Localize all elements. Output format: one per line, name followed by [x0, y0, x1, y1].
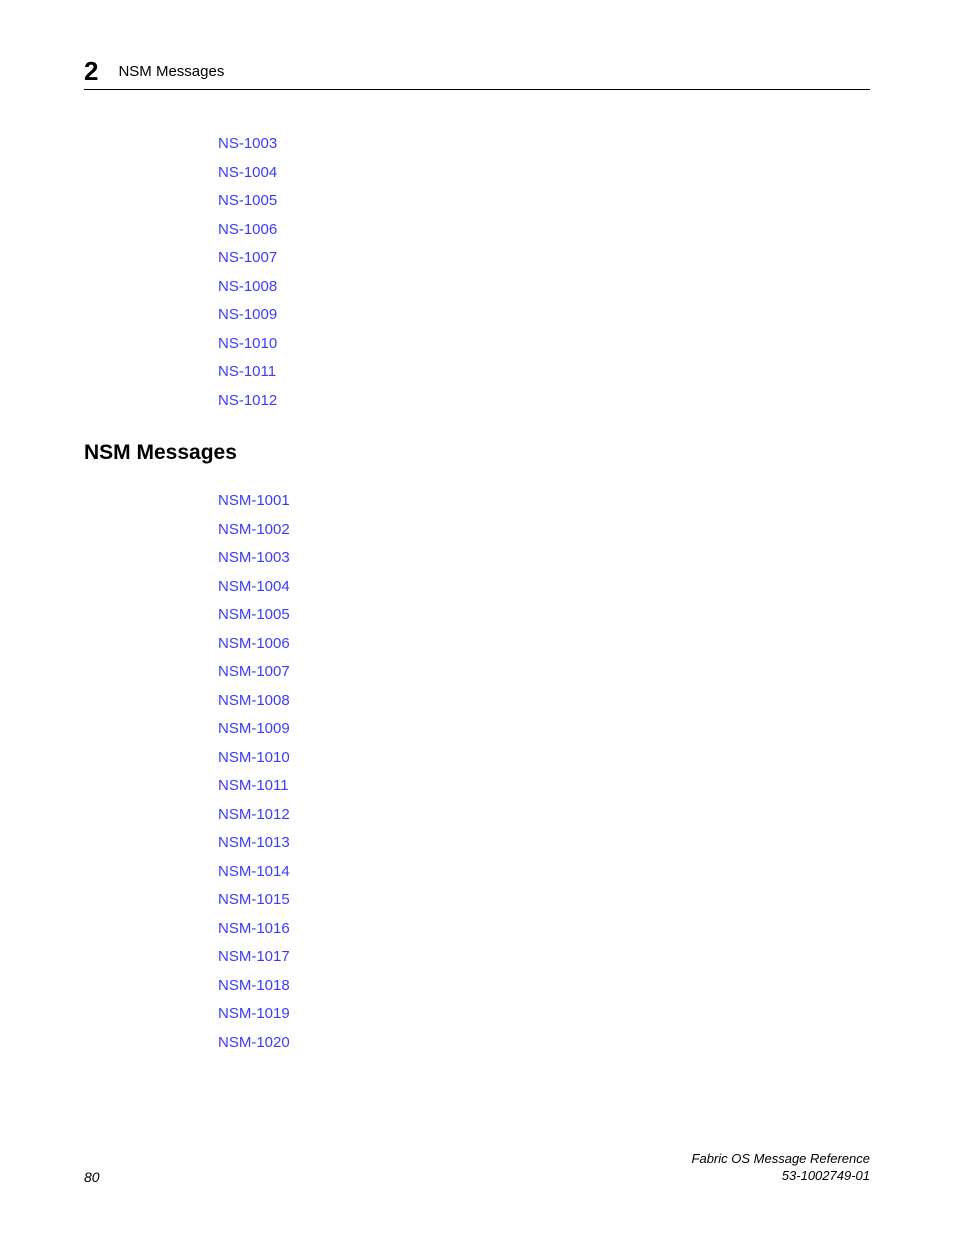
link-nsm-1020[interactable]: NSM-1020	[218, 1029, 870, 1058]
link-ns-1004[interactable]: NS-1004	[218, 159, 870, 188]
header-section-label: NSM Messages	[118, 63, 224, 80]
link-nsm-1005[interactable]: NSM-1005	[218, 601, 870, 630]
nsm-links-list: NSM-1001 NSM-1002 NSM-1003 NSM-1004 NSM-…	[218, 487, 870, 1057]
link-nsm-1013[interactable]: NSM-1013	[218, 829, 870, 858]
link-nsm-1016[interactable]: NSM-1016	[218, 915, 870, 944]
link-nsm-1009[interactable]: NSM-1009	[218, 715, 870, 744]
link-ns-1005[interactable]: NS-1005	[218, 187, 870, 216]
footer-doc-info: Fabric OS Message Reference 53-1002749-0…	[692, 1151, 870, 1185]
chapter-number: 2	[84, 56, 98, 87]
link-nsm-1011[interactable]: NSM-1011	[218, 772, 870, 801]
link-ns-1011[interactable]: NS-1011	[218, 358, 870, 387]
link-ns-1012[interactable]: NS-1012	[218, 387, 870, 416]
link-ns-1006[interactable]: NS-1006	[218, 216, 870, 245]
link-nsm-1004[interactable]: NSM-1004	[218, 573, 870, 602]
link-ns-1003[interactable]: NS-1003	[218, 130, 870, 159]
link-nsm-1001[interactable]: NSM-1001	[218, 487, 870, 516]
page-number: 80	[84, 1169, 100, 1185]
link-nsm-1017[interactable]: NSM-1017	[218, 943, 870, 972]
content-area: NS-1003 NS-1004 NS-1005 NS-1006 NS-1007 …	[218, 130, 870, 1057]
link-ns-1010[interactable]: NS-1010	[218, 330, 870, 359]
link-nsm-1010[interactable]: NSM-1010	[218, 744, 870, 773]
link-nsm-1012[interactable]: NSM-1012	[218, 801, 870, 830]
link-nsm-1008[interactable]: NSM-1008	[218, 687, 870, 716]
link-nsm-1019[interactable]: NSM-1019	[218, 1000, 870, 1029]
doc-id: 53-1002749-01	[692, 1168, 870, 1185]
page-header: 2 NSM Messages	[84, 56, 870, 90]
link-nsm-1002[interactable]: NSM-1002	[218, 516, 870, 545]
link-nsm-1003[interactable]: NSM-1003	[218, 544, 870, 573]
doc-title: Fabric OS Message Reference	[692, 1151, 870, 1168]
link-ns-1009[interactable]: NS-1009	[218, 301, 870, 330]
link-ns-1008[interactable]: NS-1008	[218, 273, 870, 302]
section-heading: NSM Messages	[84, 441, 736, 465]
section-heading-wrapper: NSM Messages	[84, 441, 736, 465]
page-footer: 80 Fabric OS Message Reference 53-100274…	[84, 1151, 870, 1185]
link-nsm-1015[interactable]: NSM-1015	[218, 886, 870, 915]
link-nsm-1014[interactable]: NSM-1014	[218, 858, 870, 887]
link-ns-1007[interactable]: NS-1007	[218, 244, 870, 273]
link-nsm-1018[interactable]: NSM-1018	[218, 972, 870, 1001]
link-nsm-1006[interactable]: NSM-1006	[218, 630, 870, 659]
ns-links-list: NS-1003 NS-1004 NS-1005 NS-1006 NS-1007 …	[218, 130, 870, 415]
link-nsm-1007[interactable]: NSM-1007	[218, 658, 870, 687]
